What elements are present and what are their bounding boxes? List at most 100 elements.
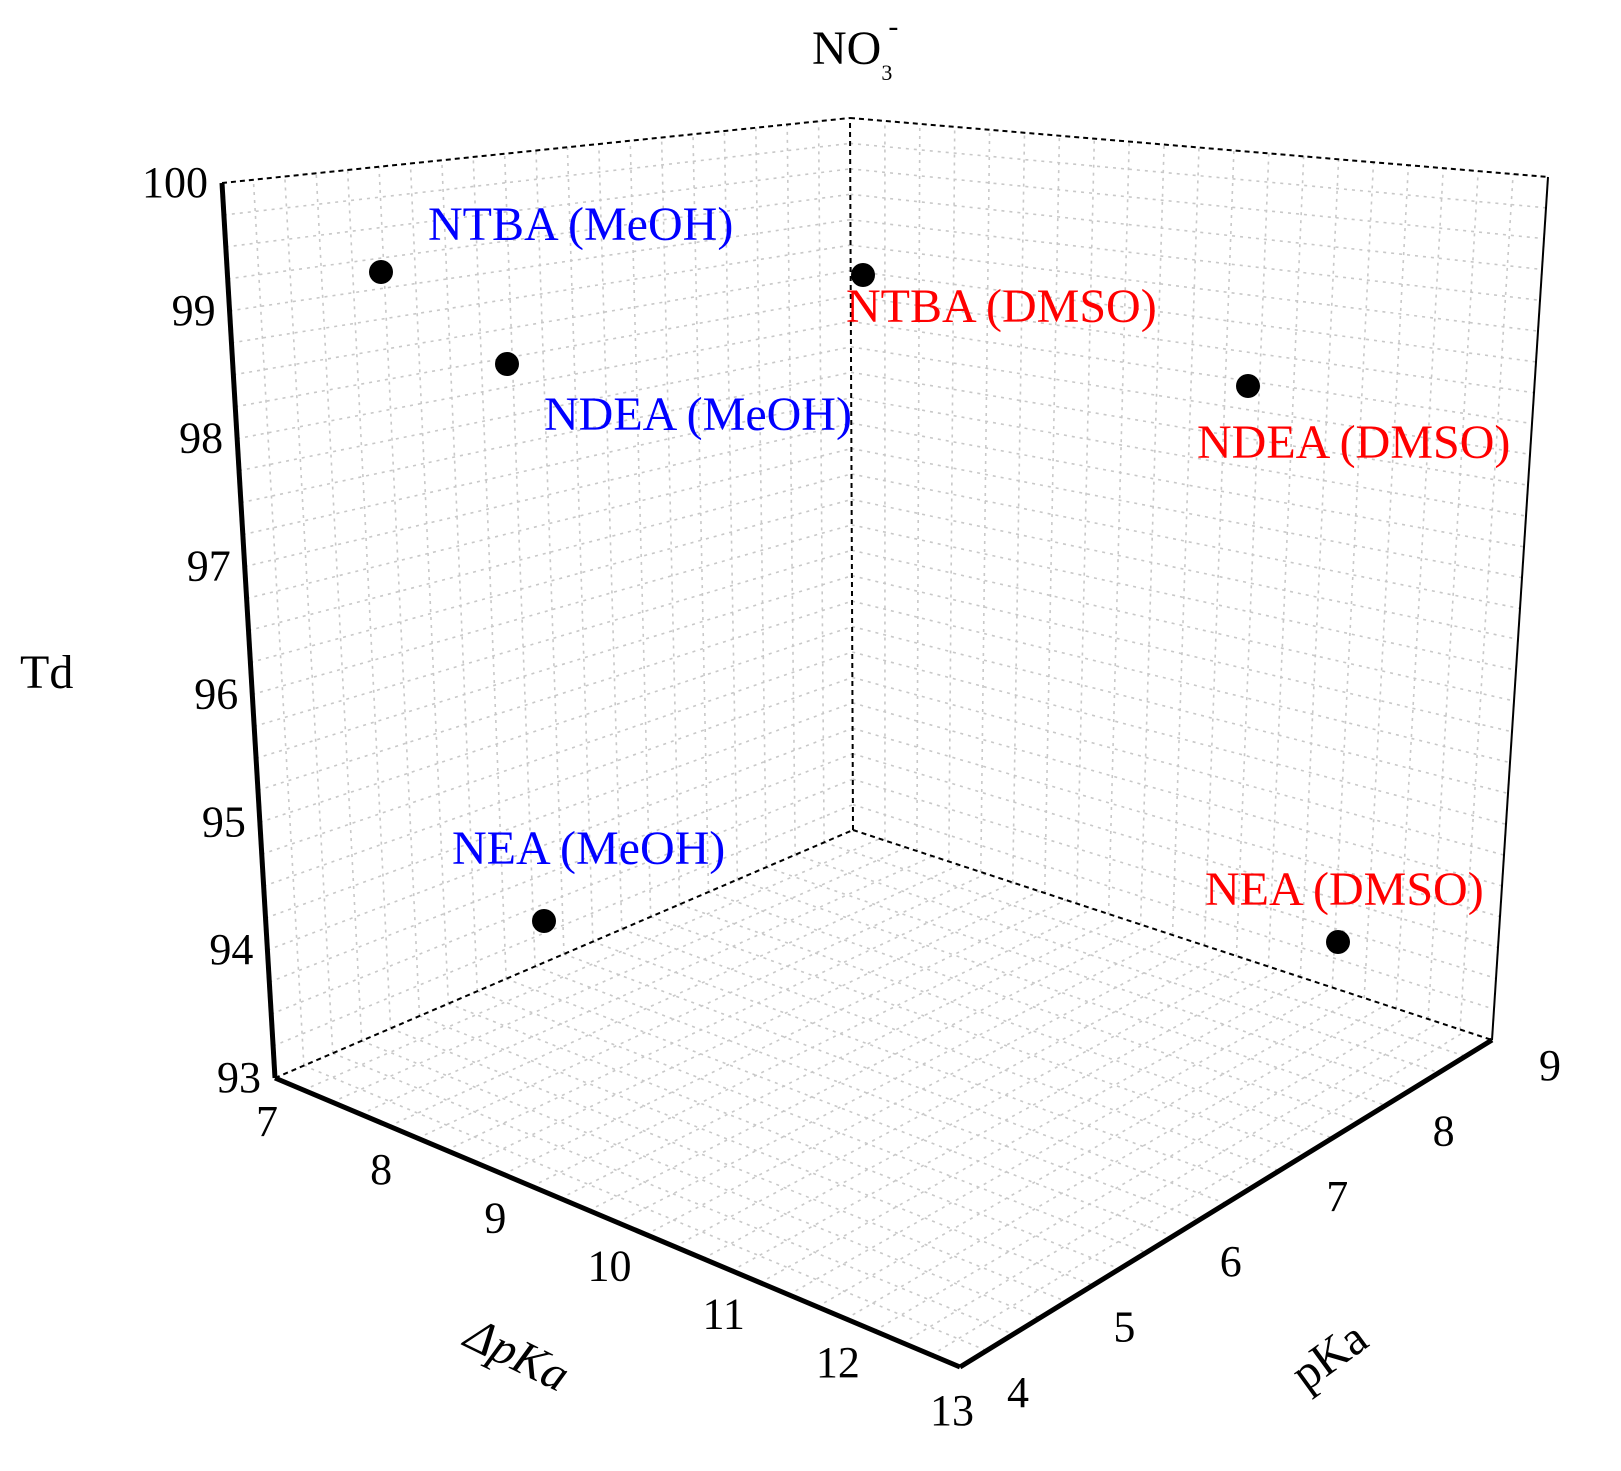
grid-line bbox=[1075, 138, 1096, 904]
grid-line bbox=[346, 169, 392, 1029]
grid-line bbox=[378, 166, 421, 1017]
grid-line bbox=[1459, 174, 1514, 1030]
grid-line bbox=[472, 156, 507, 979]
z-axis-line bbox=[219, 182, 278, 1079]
grid-line bbox=[660, 137, 681, 905]
grid-line bbox=[851, 396, 1527, 517]
grid-line bbox=[1203, 150, 1235, 946]
grid-line bbox=[916, 123, 921, 852]
x-tick-label: 7 bbox=[256, 1097, 278, 1146]
grid-line bbox=[708, 891, 1360, 1123]
x-tick-label: 8 bbox=[370, 1145, 392, 1194]
data-point-label: NDEA (MeOH) bbox=[544, 388, 852, 441]
grid-line bbox=[250, 498, 852, 664]
grid-line bbox=[1139, 144, 1165, 925]
grid-line bbox=[1299, 159, 1340, 978]
grid-line bbox=[629, 140, 652, 917]
grid-line bbox=[766, 866, 1413, 1090]
data-points: NTBA (MeOH) NDEA (MeOH) NEA (MeOH) NTBA (DM… bbox=[369, 198, 1510, 954]
grid-line bbox=[560, 916, 1120, 1200]
grid-line bbox=[303, 838, 880, 1091]
grid-line bbox=[850, 295, 1535, 394]
z-tick-label: 94 bbox=[209, 925, 253, 974]
grid-line bbox=[851, 473, 1521, 610]
grid-line bbox=[980, 129, 991, 873]
z-tick-label: 93 bbox=[217, 1053, 261, 1102]
grid-line bbox=[535, 150, 565, 955]
grid-line bbox=[233, 269, 851, 376]
grid-line bbox=[851, 498, 1519, 641]
grid-line bbox=[1267, 156, 1305, 967]
grid-line bbox=[419, 1015, 1094, 1286]
grid-line bbox=[852, 651, 1507, 826]
data-point-label: NEA (MeOH) bbox=[452, 822, 725, 875]
grid-line bbox=[284, 176, 334, 1054]
grid-line bbox=[1331, 162, 1375, 988]
grid-line bbox=[851, 600, 1511, 764]
grid-line bbox=[794, 854, 1440, 1074]
grid-line bbox=[227, 193, 851, 280]
data-point bbox=[369, 260, 393, 284]
z-axis-title: Td bbox=[20, 646, 73, 699]
grid-line bbox=[845, 1004, 1386, 1320]
grid-line bbox=[265, 702, 853, 919]
grid-line bbox=[679, 903, 1333, 1139]
grid-line bbox=[1427, 171, 1479, 1020]
data-point-label: NTBA (DMSO) bbox=[846, 280, 1157, 333]
grid-line bbox=[1011, 132, 1026, 883]
grid-line bbox=[850, 346, 1531, 456]
grid-line bbox=[737, 878, 1386, 1107]
box-edge bbox=[852, 829, 1493, 1041]
data-point bbox=[1326, 930, 1350, 954]
z-tick-label: 99 bbox=[172, 286, 216, 335]
x-tick-label: 13 bbox=[930, 1386, 974, 1435]
grid-line bbox=[645, 943, 1200, 1236]
grid-line bbox=[786, 124, 796, 855]
grid-line bbox=[236, 320, 852, 440]
grid-line bbox=[650, 916, 1307, 1156]
grid-line bbox=[303, 1064, 987, 1352]
z-tick-label: 100 bbox=[142, 158, 208, 207]
grid-line bbox=[817, 121, 825, 843]
chart-title-superscript: - bbox=[888, 10, 898, 43]
grid-line bbox=[851, 574, 1513, 733]
grid-line bbox=[474, 890, 1040, 1164]
grid-line bbox=[361, 1040, 1041, 1319]
grid-line bbox=[272, 803, 854, 1047]
chart-title-subscript: 3 bbox=[881, 60, 892, 85]
x-tick-label: 11 bbox=[702, 1290, 744, 1339]
grid-layer bbox=[223, 120, 1547, 1356]
z-tick-label: 96 bbox=[194, 669, 238, 718]
grid-line bbox=[823, 841, 1466, 1058]
data-point bbox=[495, 352, 519, 376]
z-tick-label: 98 bbox=[179, 414, 223, 463]
y-axis-line bbox=[958, 1037, 1494, 1370]
x-tick-label: 12 bbox=[816, 1338, 860, 1387]
grid-line bbox=[755, 127, 768, 868]
grid-line bbox=[448, 1002, 1120, 1270]
grid-line bbox=[674, 951, 1227, 1248]
x-tick-label: 10 bbox=[588, 1242, 632, 1291]
data-point-label: NTBA (MeOH) bbox=[428, 198, 733, 251]
grid-line bbox=[598, 143, 623, 930]
x-axis-title: ΔpKa bbox=[455, 1306, 577, 1402]
y-tick-label: 9 bbox=[1539, 1041, 1561, 1090]
data-point-label: NEA (DMSO) bbox=[1205, 863, 1484, 916]
grid-line bbox=[759, 978, 1307, 1284]
box-edge bbox=[849, 117, 854, 831]
grid-line bbox=[852, 702, 1503, 887]
box-edge bbox=[221, 117, 851, 184]
tick-labels: 93 94 95 96 97 98 99 100 7 8 9 10 11 12 13 4 5 6 7 8 9 bbox=[142, 158, 1561, 1435]
grid-line bbox=[269, 752, 853, 983]
box-frame bbox=[219, 117, 1549, 1370]
grid-line bbox=[948, 126, 956, 862]
grid-line bbox=[1107, 141, 1130, 915]
grid-line bbox=[621, 928, 1280, 1172]
grid-line bbox=[315, 173, 363, 1041]
grid-line bbox=[731, 969, 1280, 1272]
data-point bbox=[1236, 374, 1260, 398]
data-point-label: NDEA (DMSO) bbox=[1197, 416, 1510, 469]
grid-line bbox=[931, 1030, 1466, 1356]
x-axis-line bbox=[274, 1075, 961, 1370]
